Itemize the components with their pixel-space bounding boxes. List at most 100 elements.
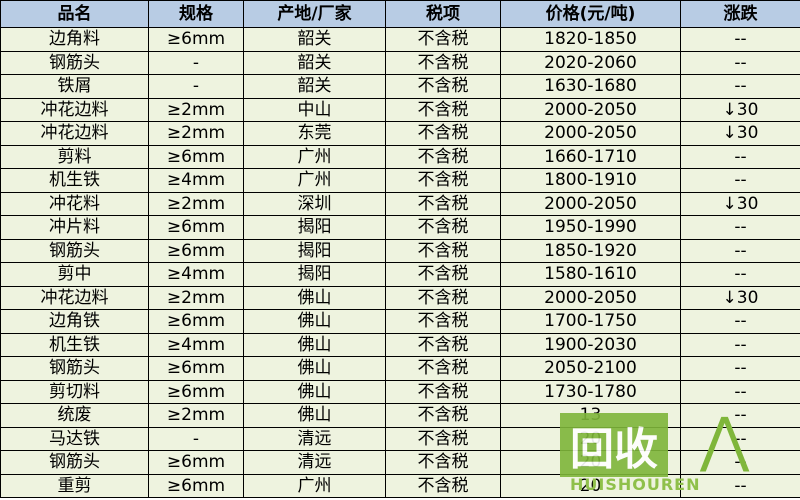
table-cell: 佛山 xyxy=(243,356,386,381)
watermark-icon: ⋀ xyxy=(700,405,750,475)
table-cell: -- xyxy=(680,450,800,475)
table-cell: 佛山 xyxy=(243,332,386,357)
table-cell: 冲花边料 xyxy=(0,121,149,146)
table-cell: 20 xyxy=(500,473,681,498)
table-row: 边角料 ≥6mm 韶关 不含税 1820-1850 -- xyxy=(0,27,800,52)
table-cell: 1850-1920 xyxy=(500,238,681,263)
table-cell: ≥6mm xyxy=(148,27,244,52)
table-cell: 不含税 xyxy=(385,450,501,475)
table-cell: 不含税 xyxy=(385,27,501,52)
table-cell: 铁屑 xyxy=(0,74,149,99)
header-cell: 产地/厂家 xyxy=(243,0,386,28)
table-cell: 剪料 xyxy=(0,144,149,169)
table-cell: ≥6mm xyxy=(148,309,244,334)
table-cell: 马达铁 xyxy=(0,426,149,451)
table-cell: 不含税 xyxy=(385,356,501,381)
table-cell: -- xyxy=(680,309,800,334)
table-cell: ≥6mm xyxy=(148,379,244,404)
table-row: 冲花边料 ≥2mm 东莞 不含税 2000-2050 ↓30 xyxy=(0,121,800,146)
table-cell: 清远 xyxy=(243,450,386,475)
header-cell: 涨跌 xyxy=(680,0,800,28)
table-cell: 2020-2060 xyxy=(500,50,681,75)
table-cell: 边角铁 xyxy=(0,309,149,334)
table-cell: 广州 xyxy=(243,473,386,498)
table-cell: ≥2mm xyxy=(148,191,244,216)
table-cell: 冲花边料 xyxy=(0,285,149,310)
table-cell: 2000-2050 xyxy=(500,121,681,146)
table-row: 剪料 ≥6mm 广州 不含税 1660-1710 -- xyxy=(0,144,800,169)
table-row: 冲花料 ≥2mm 深圳 不含税 2000-2050 ↓30 xyxy=(0,191,800,216)
table-cell: 不含税 xyxy=(385,426,501,451)
table-cell: 冲花边料 xyxy=(0,97,149,122)
table-cell: -- xyxy=(680,356,800,381)
table-cell: 不含税 xyxy=(385,403,501,428)
table-row: 剪中 ≥4mm 揭阳 不含税 1580-1610 -- xyxy=(0,262,800,287)
table-cell: 不含税 xyxy=(385,191,501,216)
table-cell: 钢筋头 xyxy=(0,450,149,475)
table-cell: 不含税 xyxy=(385,332,501,357)
header-cell: 规格 xyxy=(148,0,244,28)
table-cell: 不含税 xyxy=(385,121,501,146)
table-cell: ≥2mm xyxy=(148,403,244,428)
table-cell: 1660-1710 xyxy=(500,144,681,169)
table-cell: -- xyxy=(680,50,800,75)
table-cell: -- xyxy=(680,27,800,52)
table-cell: 1950-1990 xyxy=(500,215,681,240)
table-cell: 不含税 xyxy=(385,97,501,122)
watermark-brand: HUISHOUREN xyxy=(570,475,701,494)
table-row: 边角铁 ≥6mm 佛山 不含税 1700-1750 -- xyxy=(0,309,800,334)
table-cell: -- xyxy=(680,473,800,498)
table-cell: ↓30 xyxy=(680,191,800,216)
table-cell: 韶关 xyxy=(243,50,386,75)
table-cell: 东莞 xyxy=(243,121,386,146)
table-cell: -- xyxy=(680,426,800,451)
table-cell: 机生铁 xyxy=(0,332,149,357)
table-cell: 1700-1750 xyxy=(500,309,681,334)
table-cell: 韶关 xyxy=(243,74,386,99)
table-cell: 不含税 xyxy=(385,309,501,334)
table-body: 边角料 ≥6mm 韶关 不含税 1820-1850 -- 钢筋头 - 韶关 不含税 2020-206… xyxy=(0,27,800,498)
table-cell: 统废 xyxy=(0,403,149,428)
table-cell: 韶关 xyxy=(243,27,386,52)
table-cell: 佛山 xyxy=(243,309,386,334)
table-head: 品名 规格 产地/厂家 税项 价格(元/吨) 涨跌 xyxy=(0,0,800,28)
table-row: 冲片料 ≥6mm 揭阳 不含税 1950-1990 -- xyxy=(0,215,800,240)
table-cell: ≥6mm xyxy=(148,450,244,475)
header-cell: 品名 xyxy=(0,0,149,28)
table-cell: -- xyxy=(680,238,800,263)
table-row: 钢筋头 ≥6mm 佛山 不含税 2050-2100 -- xyxy=(0,356,800,381)
table-cell: -- xyxy=(680,74,800,99)
table-cell: 2050-2100 xyxy=(500,356,681,381)
table-cell: ≥6mm xyxy=(148,144,244,169)
table-cell: -- xyxy=(680,262,800,287)
table-cell: 不含税 xyxy=(385,168,501,193)
table-cell: 钢筋头 xyxy=(0,356,149,381)
table-cell: -- xyxy=(680,403,800,428)
table-cell: 剪中 xyxy=(0,262,149,287)
table-cell: 钢筋头 xyxy=(0,238,149,263)
table-cell: 不含税 xyxy=(385,238,501,263)
table-cell: ↓30 xyxy=(680,285,800,310)
table-row: 钢筋头 - 韶关 不含税 2020-2060 -- xyxy=(0,50,800,75)
table-cell: 1730-1780 xyxy=(500,379,681,404)
table-cell: 1580-1610 xyxy=(500,262,681,287)
header-row: 品名 规格 产地/厂家 税项 价格(元/吨) 涨跌 xyxy=(0,0,800,28)
table-cell: 不含税 xyxy=(385,473,501,498)
table-cell: 冲花料 xyxy=(0,191,149,216)
table-cell: ≥6mm xyxy=(148,238,244,263)
table-row: 冲花边料 ≥2mm 佛山 不含税 2000-2050 ↓30 xyxy=(0,285,800,310)
table-cell: 1820-1850 xyxy=(500,27,681,52)
table-cell: 不含税 xyxy=(385,285,501,310)
table-row: 重剪 ≥6mm 广州 不含税 20 -- xyxy=(0,473,800,498)
table-cell: 广州 xyxy=(243,144,386,169)
table-row: 剪切料 ≥6mm 佛山 不含税 1730-1780 -- xyxy=(0,379,800,404)
table-cell: -- xyxy=(680,379,800,404)
table-cell: 不含税 xyxy=(385,74,501,99)
table-cell: 2000-2050 xyxy=(500,191,681,216)
table-cell: 佛山 xyxy=(243,379,386,404)
table-row: 冲花边料 ≥2mm 中山 不含税 2000-2050 ↓30 xyxy=(0,97,800,122)
table-cell: 2000-2050 xyxy=(500,285,681,310)
table-cell: 揭阳 xyxy=(243,238,386,263)
